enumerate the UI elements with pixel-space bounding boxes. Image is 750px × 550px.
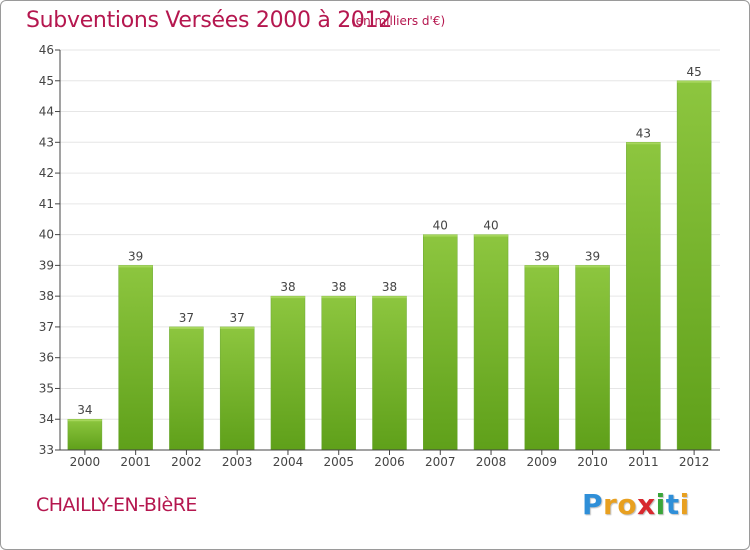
x-tick-label: 2011 xyxy=(628,455,659,469)
labels: 33 34 35 36 37 38 39 40 41 42 43 44 45 46 34 2000 39 2001… xyxy=(39,43,710,469)
data-label: 39 xyxy=(128,249,143,263)
bar-2000 xyxy=(67,418,103,451)
y-tick-label: 42 xyxy=(39,166,54,180)
bar-highlight xyxy=(169,326,204,329)
logo-letter: r xyxy=(603,488,618,521)
y-tick-label: 45 xyxy=(39,74,54,88)
data-label: 37 xyxy=(179,311,194,325)
data-label: 37 xyxy=(230,311,245,325)
bar-2005 xyxy=(321,295,356,451)
data-label: 39 xyxy=(585,249,600,263)
proxiti-logo: Proxiti xyxy=(582,488,690,524)
logo-letter: t xyxy=(665,488,680,521)
bar-highlight xyxy=(474,234,509,237)
bar-highlight xyxy=(67,419,102,422)
bar-highlight xyxy=(575,265,610,268)
bar-2007 xyxy=(423,234,458,451)
logo-letter: P xyxy=(582,488,604,521)
data-label: 40 xyxy=(483,219,498,233)
bar-2010 xyxy=(575,265,610,451)
data-label: 38 xyxy=(331,280,346,294)
x-tick-label: 2000 xyxy=(70,455,101,469)
bar-highlight xyxy=(677,80,712,83)
bar-2003 xyxy=(219,326,255,451)
y-tick-label: 41 xyxy=(39,197,54,211)
bar-highlight xyxy=(423,234,458,237)
data-label: 34 xyxy=(77,403,92,417)
x-tick-label: 2006 xyxy=(374,455,405,469)
y-tick-label: 35 xyxy=(39,381,54,395)
x-tick-label: 2009 xyxy=(527,455,558,469)
bar-2002 xyxy=(169,326,204,451)
y-tick-label: 38 xyxy=(39,289,54,303)
data-label: 43 xyxy=(636,126,651,140)
y-tick-label: 33 xyxy=(39,443,54,457)
bar-highlight xyxy=(118,265,153,268)
x-tick-label: 2008 xyxy=(476,455,507,469)
data-label: 40 xyxy=(433,219,448,233)
bar-highlight xyxy=(270,296,305,299)
bar-2001 xyxy=(118,265,153,451)
bar-highlight xyxy=(524,265,559,268)
data-label: 39 xyxy=(534,249,549,263)
data-label: 38 xyxy=(280,280,295,294)
x-tick-label: 2005 xyxy=(323,455,354,469)
bar-highlight xyxy=(321,296,356,299)
x-tick-label: 2002 xyxy=(171,455,202,469)
logo-letter: o xyxy=(617,488,638,521)
x-tick-label: 2004 xyxy=(273,455,304,469)
data-label: 45 xyxy=(686,65,701,79)
chart-subtitle: (en milliers d'€) xyxy=(351,14,446,28)
data-label: 38 xyxy=(382,280,397,294)
y-tick-label: 36 xyxy=(39,351,54,365)
bar-2012 xyxy=(676,80,712,451)
y-tick-label: 34 xyxy=(39,412,54,426)
bar-2004 xyxy=(270,295,306,451)
bar-2008 xyxy=(473,234,509,451)
bar-highlight xyxy=(626,142,661,145)
y-tick-label: 44 xyxy=(39,105,54,119)
y-tick-label: 46 xyxy=(39,43,54,57)
logo-letter: i xyxy=(679,488,690,521)
chart-title: Subventions Versées 2000 à 2012 xyxy=(26,8,393,33)
logo-letter: i xyxy=(655,488,666,521)
x-tick-label: 2012 xyxy=(679,455,710,469)
x-tick-label: 2001 xyxy=(120,455,151,469)
x-tick-label: 2003 xyxy=(222,455,253,469)
y-tick-label: 39 xyxy=(39,258,54,272)
y-tick-label: 40 xyxy=(39,228,54,242)
axes xyxy=(55,49,720,455)
bar-highlight xyxy=(372,296,407,299)
town-name: CHAILLY-EN-BIèRE xyxy=(36,494,197,516)
bar-2011 xyxy=(626,142,661,451)
bar-highlight xyxy=(220,326,255,329)
y-tick-label: 37 xyxy=(39,320,54,334)
y-tick-label: 43 xyxy=(39,135,54,149)
x-tick-label: 2010 xyxy=(577,455,608,469)
bar-2006 xyxy=(372,295,407,451)
logo-letter: x xyxy=(637,488,656,521)
bars xyxy=(67,80,712,451)
x-tick-label: 2007 xyxy=(425,455,456,469)
bar-2009 xyxy=(524,265,560,451)
